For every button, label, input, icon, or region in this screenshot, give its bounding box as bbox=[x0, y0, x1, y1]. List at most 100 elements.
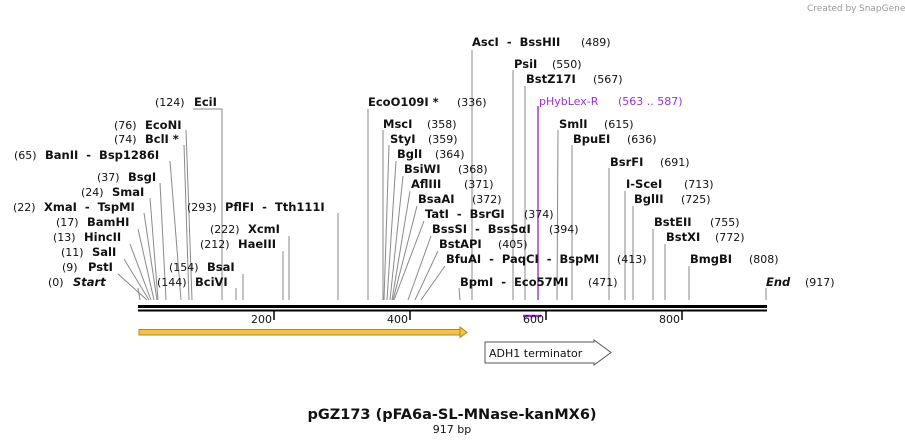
cut-line-banii bbox=[169, 160, 182, 301]
cut-line-hincii bbox=[129, 243, 152, 301]
feature-adh1-terminator: ADH1 terminator bbox=[484, 339, 612, 366]
pos-label: (76) bbox=[114, 119, 137, 132]
pos-label: (124) bbox=[155, 96, 185, 109]
pos-label: (24) bbox=[81, 186, 104, 199]
cut-line-bamhi bbox=[137, 228, 155, 301]
feature-label: ADH1 terminator bbox=[489, 347, 583, 360]
ruler: 200 400 600 800 bbox=[251, 311, 683, 326]
left-enzyme-labels: (124) EciI (76) EcoNI (74) BclI * (65) B… bbox=[13, 95, 217, 289]
cut-line-bsaai bbox=[392, 205, 418, 301]
enzyme-label: BanII - Bsp1286I bbox=[45, 148, 159, 162]
cut-line-xmai bbox=[143, 212, 158, 301]
cut-line-bcli bbox=[183, 144, 190, 301]
tick-label-400: 400 bbox=[387, 313, 408, 326]
pos-label: (222) bbox=[210, 223, 240, 236]
map-title: pGZ173 (pFA6a-SL-MNase-kanMX6) bbox=[307, 407, 596, 423]
cut-line-bsiwi bbox=[389, 175, 404, 301]
orf-bar bbox=[138, 329, 461, 336]
enzyme-label: BpuEI bbox=[573, 132, 610, 146]
pos-label: (17) bbox=[56, 216, 79, 229]
pos-label: (567) bbox=[593, 73, 623, 86]
enzyme-label: I-SceI bbox=[626, 177, 662, 191]
cut-line-psti bbox=[117, 273, 148, 301]
credit-text: Created by bbox=[807, 4, 857, 14]
pos-label: (636) bbox=[627, 133, 657, 146]
enzyme-label: PsiI bbox=[514, 57, 537, 71]
pos-label: (358) bbox=[427, 118, 457, 131]
pos-label: (755) bbox=[710, 216, 740, 229]
cut-line-bsgi bbox=[159, 182, 167, 301]
cut-line-bsssi bbox=[407, 235, 432, 301]
pos-label: (212) bbox=[200, 238, 230, 251]
enzyme-label: StyI bbox=[390, 132, 416, 146]
enzyme-label: BglII bbox=[634, 192, 664, 206]
cut-site-lines bbox=[117, 50, 767, 301]
pos-label: (772) bbox=[715, 231, 745, 244]
enzyme-label: PstI bbox=[88, 260, 113, 274]
enzyme-label: BamHI bbox=[87, 215, 129, 229]
enzyme-label: MscI bbox=[383, 117, 412, 131]
pos-label: (359) bbox=[428, 133, 458, 146]
map-length: 917 bp bbox=[433, 423, 471, 436]
enzyme-label: EcoNI bbox=[145, 118, 181, 132]
pos-label: (713) bbox=[684, 178, 714, 191]
cut-line-bstapi bbox=[414, 250, 439, 301]
enzyme-label: SmlI bbox=[559, 117, 588, 131]
cut-line-bfuai bbox=[420, 265, 446, 301]
pos-label: (394) bbox=[549, 223, 579, 236]
enzyme-label: XcmI bbox=[248, 222, 280, 236]
enzyme-label: BstXI bbox=[666, 230, 700, 244]
enzyme-label: BsgI bbox=[128, 170, 156, 184]
pos-label: (489) bbox=[581, 36, 611, 49]
orf-arrow bbox=[138, 326, 468, 339]
enzyme-label: XmaI - TspMI bbox=[44, 200, 135, 214]
pos-label: (371) bbox=[464, 178, 494, 191]
backbone bbox=[138, 305, 767, 312]
enzyme-label: BssSI - BssSαI bbox=[432, 222, 531, 236]
start-label: Start bbox=[73, 275, 106, 289]
pos-label: (144) bbox=[157, 276, 187, 289]
cut-line-econi bbox=[185, 129, 193, 301]
end-pos-label: (917) bbox=[805, 276, 835, 289]
pos-label: (413) bbox=[617, 253, 647, 266]
pos-label: (74) bbox=[114, 133, 137, 146]
pos-label: (336) bbox=[457, 96, 487, 109]
pos-label: (405) bbox=[498, 238, 528, 251]
enzyme-label: PflFI - Tth111I bbox=[225, 200, 325, 214]
cut-line-tati bbox=[393, 220, 425, 301]
enzyme-label: HincII bbox=[84, 230, 121, 244]
cut-line-sali bbox=[123, 258, 150, 301]
cut-line-smli bbox=[556, 129, 559, 301]
pos-label: (808) bbox=[749, 253, 779, 266]
cut-line-ecii bbox=[193, 108, 223, 300]
pos-label: (372) bbox=[472, 193, 502, 206]
tick-label-600: 600 bbox=[523, 313, 544, 326]
enzyme-label: EcoO109I * bbox=[368, 95, 439, 109]
enzyme-label: BstEII bbox=[654, 215, 692, 229]
pos-label: (364) bbox=[435, 148, 465, 161]
pos-label: (471) bbox=[588, 276, 618, 289]
pos-label: (615) bbox=[604, 118, 634, 131]
primer-label: pHybLex-R bbox=[539, 95, 599, 108]
enzyme-label: BsaAI bbox=[418, 192, 455, 206]
mid-enzyme-labels: (293) PflFI - Tth111I (222) XcmI (212) H… bbox=[157, 200, 325, 289]
pos-label: (65) bbox=[14, 149, 37, 162]
pos-label: (725) bbox=[681, 193, 711, 206]
cut-line-start bbox=[137, 287, 141, 301]
pos-label: (9) bbox=[62, 261, 78, 274]
cut-line-smai bbox=[149, 197, 159, 301]
backbone-top-strand bbox=[138, 305, 767, 308]
enzyme-label: HaeIII bbox=[238, 237, 276, 251]
enzyme-label: AflIII bbox=[411, 177, 441, 191]
enzyme-label: BmgBI bbox=[690, 252, 732, 266]
pos-label: (374) bbox=[524, 208, 554, 221]
primer-range: (563 .. 587) bbox=[618, 95, 683, 108]
pos-label: (368) bbox=[458, 163, 488, 176]
enzyme-label: BpmI - Eco57MI bbox=[460, 275, 568, 289]
enzyme-label: AscI - BssHII bbox=[472, 35, 560, 49]
pos-label: (691) bbox=[660, 156, 690, 169]
credit-brand: SnapGene bbox=[859, 4, 905, 14]
feature-arrow-shape bbox=[484, 339, 612, 366]
pos-label: (37) bbox=[97, 171, 120, 184]
